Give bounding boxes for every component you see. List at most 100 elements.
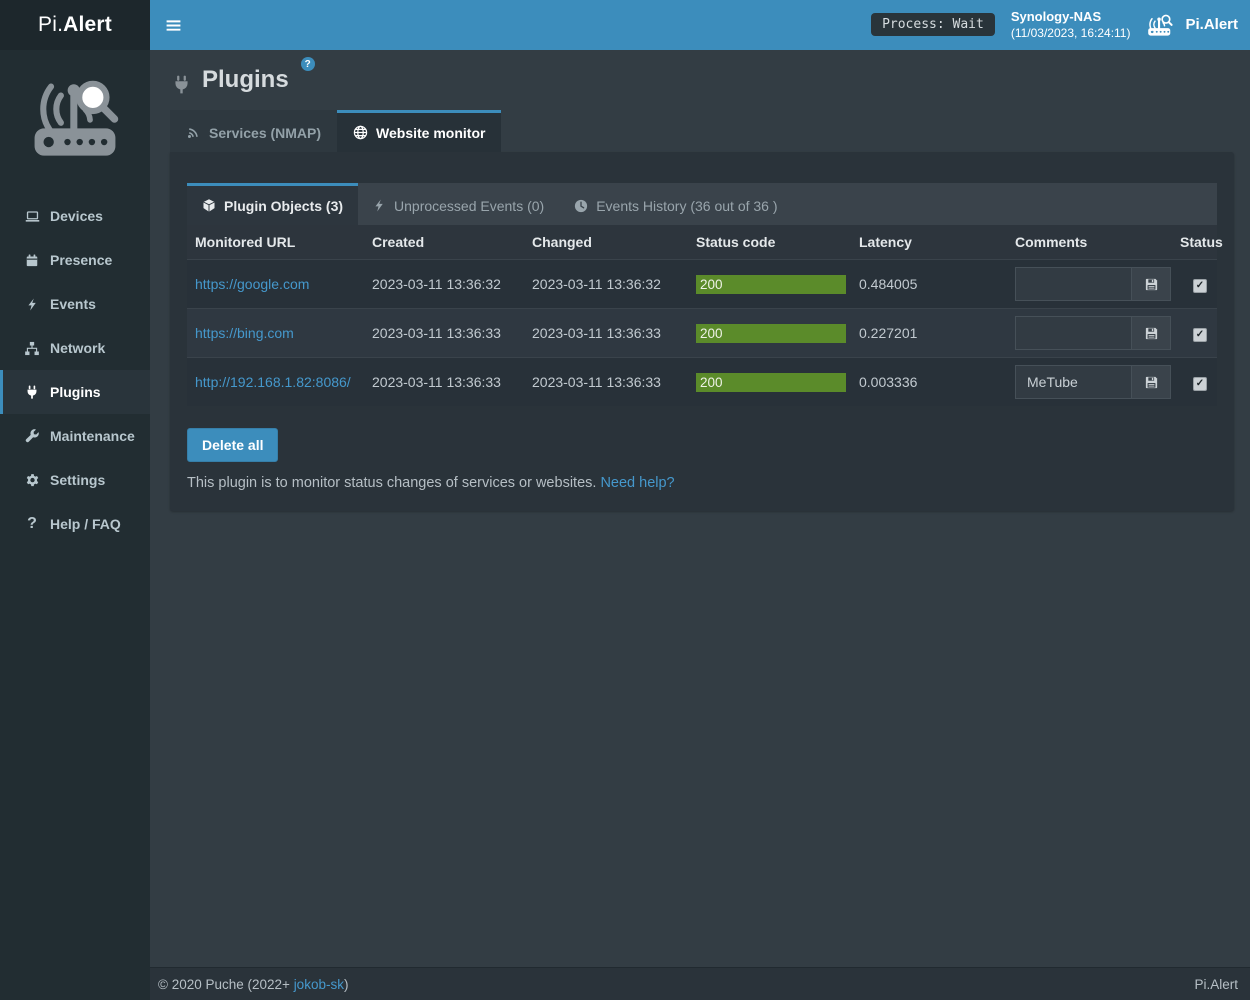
- sidebar-item-devices[interactable]: Devices: [0, 194, 150, 238]
- changed-value: 2023-03-11 13:36:33: [524, 357, 688, 406]
- latency-value: 0.484005: [851, 259, 1007, 309]
- hamburger-icon: [165, 17, 182, 34]
- globe-icon: [353, 125, 368, 140]
- monitored-url-link[interactable]: http://192.168.1.82:8086/: [195, 374, 351, 390]
- col-status-code: Status code: [688, 225, 851, 260]
- status-code-bar: 200: [696, 372, 846, 392]
- cube-icon: [202, 198, 216, 213]
- footer: © 2020 Puche (2022+ jokob-sk) Pi.Alert: [150, 967, 1250, 1000]
- navbar-right: Process: Wait Synology-NAS (11/03/2023, …: [871, 9, 1250, 41]
- tab-label: Services (NMAP): [209, 124, 322, 141]
- app-logo-alert: Alert: [63, 13, 112, 36]
- wifi-signal-icon: [186, 125, 201, 140]
- router-magnifier-icon: [23, 72, 127, 166]
- status-code-bar: 200: [696, 274, 846, 294]
- tab-services-nmap[interactable]: Services (NMAP): [170, 110, 338, 152]
- footer-copyright: © 2020 Puche (2022+ jokob-sk): [158, 977, 348, 992]
- page-title: Plugins: [202, 66, 289, 93]
- laptop-icon: [23, 209, 41, 224]
- plugin-type-tabs: Services (NMAP) Website monitor: [170, 110, 1234, 152]
- footer-brand: Pi.Alert: [1194, 976, 1238, 992]
- save-comment-button[interactable]: [1131, 316, 1171, 350]
- sidebar-item-settings[interactable]: Settings: [0, 458, 150, 502]
- created-value: 2023-03-11 13:36:33: [364, 357, 524, 406]
- page-header: Plugins ?: [172, 57, 1234, 96]
- sidebar-item-events[interactable]: Events: [0, 282, 150, 326]
- table-row: https://bing.com 2023-03-11 13:36:33 202…: [187, 308, 1217, 358]
- changed-value: 2023-03-11 13:36:33: [524, 308, 688, 358]
- question-icon: ?: [27, 515, 37, 532]
- sidebar-item-help-faq[interactable]: ? Help / FAQ: [0, 502, 150, 546]
- author-link[interactable]: jokob-sk: [293, 976, 344, 992]
- latency-value: 0.227201: [851, 308, 1007, 358]
- sitemap-icon: [23, 341, 41, 356]
- sidebar-item-label: Maintenance: [50, 428, 135, 444]
- tab-events-history[interactable]: Events History (36 out of 36 ): [559, 183, 792, 225]
- help-badge[interactable]: ?: [300, 57, 315, 71]
- content-area: Plugins ? Services (NMAP) Website monito…: [150, 50, 1250, 967]
- sidebar-toggle-button[interactable]: [150, 0, 196, 50]
- sidebar-item-label: Events: [50, 296, 96, 312]
- tab-label: Events History (36 out of 36 ): [596, 197, 778, 214]
- copyright-text: © 2020 Puche (2022+: [158, 976, 294, 992]
- tab-plugin-objects[interactable]: Plugin Objects (3): [187, 183, 359, 225]
- host-name: Synology-NAS: [1010, 8, 1102, 24]
- col-latency: Latency: [851, 225, 1007, 260]
- col-created: Created: [364, 225, 524, 260]
- comment-input[interactable]: [1015, 316, 1131, 350]
- comment-input[interactable]: [1015, 365, 1131, 399]
- app-logo-pi: Pi.: [38, 13, 64, 36]
- floppy-icon: [1144, 277, 1159, 292]
- sidebar-item-maintenance[interactable]: Maintenance: [0, 414, 150, 458]
- col-changed: Changed: [524, 225, 688, 260]
- sidebar-item-label: Settings: [50, 472, 106, 488]
- monitored-url-link[interactable]: https://bing.com: [195, 325, 294, 341]
- sidebar-item-label: Presence: [50, 252, 113, 268]
- plugin-description: This plugin is to monitor status changes…: [187, 475, 1217, 491]
- sidebar-item-presence[interactable]: Presence: [0, 238, 150, 282]
- bolt-icon: [23, 297, 41, 312]
- pialert-logo-art: [0, 50, 150, 194]
- process-status-badge: Process: Wait: [871, 13, 995, 37]
- sidebar: Devices Presence Events Network Plugins …: [0, 50, 150, 1000]
- changed-value: 2023-03-11 13:36:32: [524, 259, 688, 309]
- col-status: Status: [1172, 225, 1223, 260]
- host-info: Synology-NAS (11/03/2023, 16:24:11): [1011, 9, 1131, 41]
- status-code-bar: 200: [696, 323, 846, 343]
- comment-input[interactable]: [1015, 267, 1131, 301]
- status-checkbox[interactable]: [1193, 279, 1207, 293]
- calendar-icon: [23, 253, 41, 268]
- tab-label: Website monitor: [376, 124, 486, 141]
- status-checkbox[interactable]: [1193, 377, 1207, 391]
- plug-icon: [172, 73, 191, 96]
- tab-unprocessed-events[interactable]: Unprocessed Events (0): [358, 183, 559, 225]
- website-monitor-panel: Plugin Objects (3) Unprocessed Events (0…: [170, 152, 1234, 511]
- plugin-objects-table: Monitored URL Created Changed Status cod…: [187, 225, 1223, 406]
- save-comment-button[interactable]: [1131, 365, 1171, 399]
- sidebar-item-label: Network: [50, 340, 106, 356]
- created-value: 2023-03-11 13:36:32: [364, 259, 524, 309]
- pialert-brand-link[interactable]: Pi.Alert: [1146, 13, 1238, 37]
- delete-all-button[interactable]: Delete all: [187, 428, 279, 462]
- need-help-link[interactable]: Need help?: [600, 475, 675, 491]
- table-row: http://192.168.1.82:8086/ 2023-03-11 13:…: [187, 357, 1217, 406]
- navbar-main: Process: Wait Synology-NAS (11/03/2023, …: [150, 0, 1250, 50]
- tab-website-monitor[interactable]: Website monitor: [337, 110, 502, 152]
- top-navbar: Pi. Alert Process: Wait Synology-NAS (11/…: [0, 0, 1250, 50]
- floppy-icon: [1144, 375, 1159, 390]
- monitored-url-link[interactable]: https://google.com: [195, 276, 310, 292]
- plugin-data-tabs: Plugin Objects (3) Unprocessed Events (0…: [187, 183, 1217, 225]
- tab-label: Unprocessed Events (0): [394, 197, 545, 214]
- router-icon: [1146, 13, 1176, 37]
- gear-icon: [23, 473, 41, 488]
- col-comments: Comments: [1007, 225, 1172, 260]
- comment-input-group: [1015, 267, 1171, 301]
- table-row: https://google.com 2023-03-11 13:36:32 2…: [187, 259, 1217, 309]
- plugin-description-text: This plugin is to monitor status changes…: [187, 475, 601, 491]
- status-checkbox[interactable]: [1193, 328, 1207, 342]
- app-logo[interactable]: Pi. Alert: [0, 0, 150, 50]
- sidebar-item-label: Devices: [50, 208, 103, 224]
- save-comment-button[interactable]: [1131, 267, 1171, 301]
- sidebar-item-plugins[interactable]: Plugins: [0, 370, 150, 414]
- sidebar-item-network[interactable]: Network: [0, 326, 150, 370]
